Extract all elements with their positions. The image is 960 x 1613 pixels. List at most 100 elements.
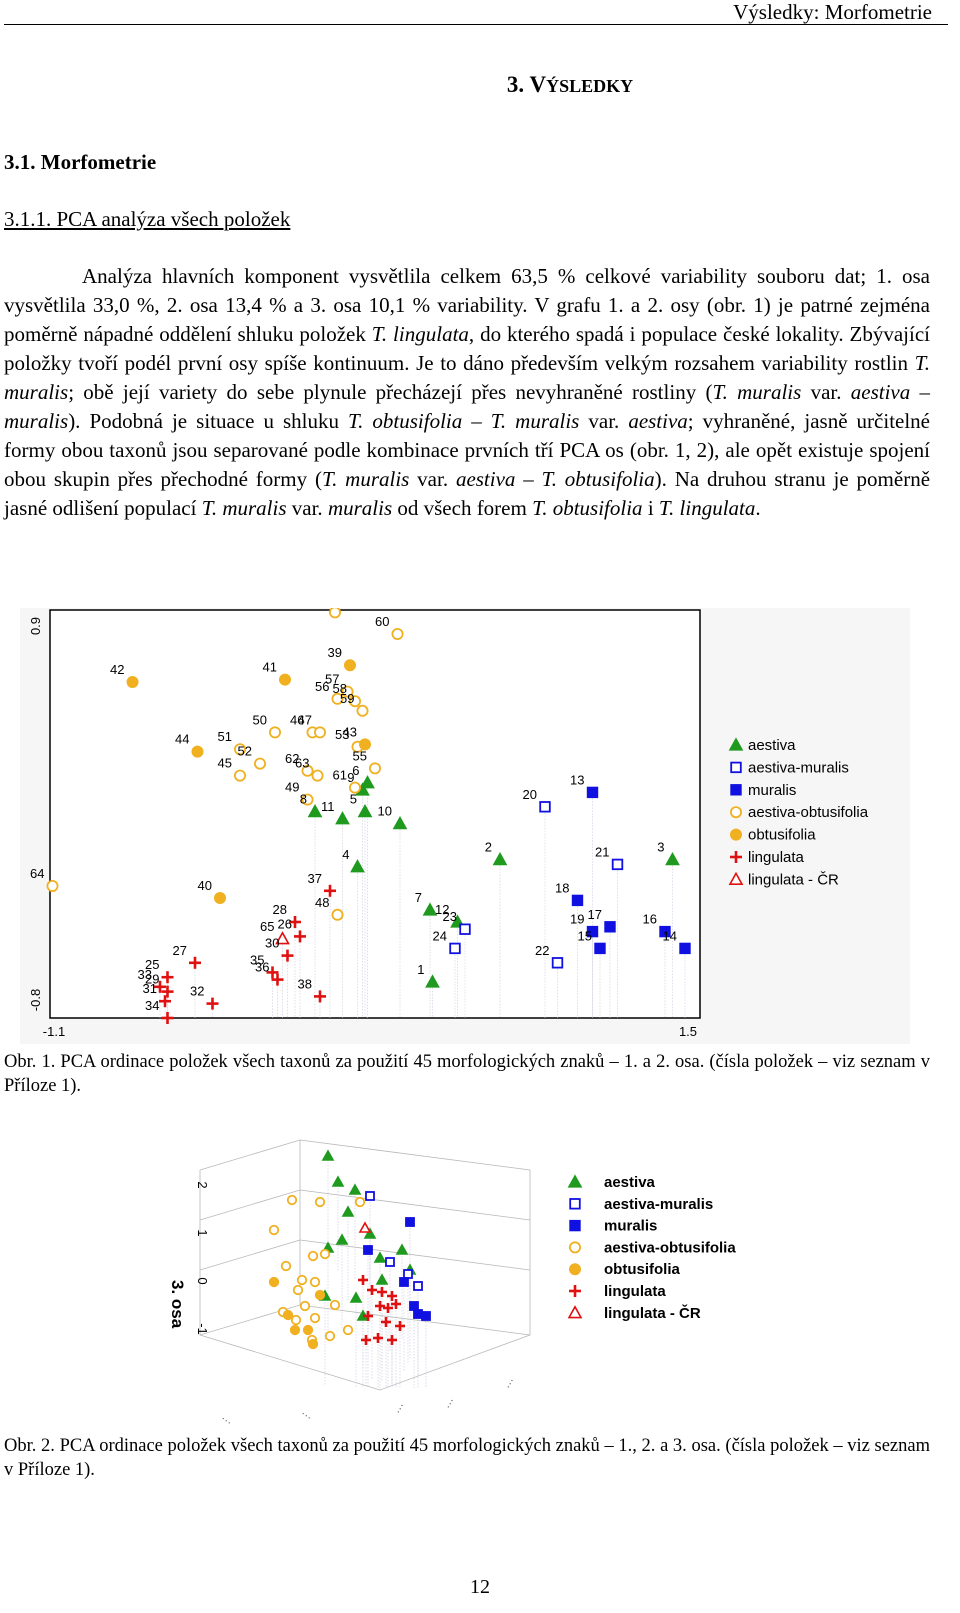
3d-point-cross-0 (358, 1275, 368, 1285)
point-aestiva-obtusifolia-63 (311, 769, 324, 782)
figure-2-caption: Obr. 2. PCA ordinace položek všech taxon… (4, 1436, 930, 1480)
point-muralis-16 (659, 925, 671, 938)
3d-point-open-circle-1 (314, 1196, 326, 1208)
point-muralis-18 (571, 894, 584, 907)
3d-point-cross-8 (361, 1335, 371, 1345)
point-label: 42 (110, 662, 124, 677)
point-label: 1 (417, 962, 424, 977)
point-aestiva-4 (350, 859, 365, 873)
point-aestiva-obtusifolia-61 (348, 781, 361, 794)
point-label: 21 (595, 844, 609, 859)
point-labels: 12 34567891011122021222324131415161718194… (30, 614, 677, 1013)
3d-point-filled-circle-3 (302, 1324, 314, 1336)
point-aestiva-obtusifolia-50 (268, 726, 281, 739)
3d-point-filled-triangle-13 (395, 1243, 409, 1255)
point-label: 18 (555, 880, 569, 895)
legend-label: muralis (748, 782, 796, 799)
point-lingulata-33 (154, 980, 166, 993)
body-text-run: ; vyhraněné, jasně určitelné formy obou … (4, 409, 931, 491)
legend: aestiva aestiva-muralis muralis aestiva-obt… (728, 737, 869, 888)
3d-point-filled-square-0 (405, 1217, 415, 1227)
point-aestiva-2 (492, 851, 508, 866)
point-label: 58 (333, 681, 347, 696)
3d-point-cross-3 (387, 1291, 397, 1301)
3d-point-cross-10 (395, 1321, 405, 1331)
header-rule (4, 24, 948, 25)
3d-point-filled-triangle-0 (321, 1149, 335, 1161)
legend-marker (730, 784, 742, 796)
body-text-run: var. (579, 409, 629, 433)
chapter-first-letter: V (529, 72, 547, 97)
3d-point-open-circle-4 (319, 1248, 331, 1260)
3d-point-filled-square-3 (409, 1301, 419, 1311)
3d-point-open-circle-8 (292, 1284, 304, 1296)
point-label: 53 (335, 727, 349, 742)
point-label: 14 (663, 928, 677, 943)
taxon-name: aestiva – muralis (4, 380, 931, 433)
body-paragraph: Analýza hlavních komponent vysvětlila ce… (4, 262, 930, 523)
subsection-title: 3.1.1. PCA analýza všech položek (4, 207, 291, 231)
3d-point-open-square-3 (413, 1281, 423, 1291)
point-label: 52 (238, 744, 252, 759)
grid-line (199, 1189, 301, 1221)
x-tick-label: -1.1 (43, 1024, 65, 1039)
point-label: 62 (285, 751, 299, 766)
point-label: 48 (315, 895, 329, 910)
y-tick-label: ··· (442, 1396, 458, 1412)
taxon-name: T. muralis (201, 496, 287, 520)
legend-label: aestiva-obtusifolia (748, 804, 869, 821)
point-label: 35 (250, 952, 264, 967)
chapter-rest: ÝSLEDKY (546, 76, 634, 96)
point-lingulata-27 (189, 956, 201, 969)
point-obtusifolia-42 (126, 676, 139, 689)
3d-point-open-circle-13 (329, 1299, 341, 1311)
point-label: 49 (285, 780, 299, 795)
point-label: 13 (570, 772, 584, 787)
3d-point-open-square-0 (365, 1191, 375, 1201)
legend-label: aestiva-muralis (604, 1196, 713, 1213)
point-label: 39 (328, 645, 342, 660)
point-lingulata-34 (161, 1012, 174, 1024)
point-lingulata-32 (206, 997, 219, 1010)
grid-line (299, 1189, 531, 1221)
legend-marker (730, 761, 742, 774)
point-label: 33 (138, 967, 152, 982)
point-label: 24 (433, 928, 447, 943)
point-aestiva-obtusifolia-57 (341, 685, 354, 698)
point-label: 45 (218, 756, 232, 771)
3d-point-open-square-2 (403, 1269, 413, 1279)
point-label: 47 (298, 712, 312, 727)
3d-point-open-circle-16 (324, 1330, 336, 1342)
point-aestiva-obtusifolia-56 (331, 692, 344, 705)
y-tick-label: ··· (502, 1376, 518, 1392)
legend-label: lingulata - ČR (748, 871, 839, 888)
point-label: 56 (315, 679, 329, 694)
point-muralis-17 (604, 921, 616, 933)
3d-point-filled-triangle-4 (335, 1233, 349, 1245)
plot-frame (49, 609, 701, 1019)
point-label: 15 (578, 928, 592, 943)
point-label: 4 (342, 847, 349, 862)
point-aestiva-5 (357, 803, 373, 818)
3d-point-open-circle-11 (299, 1300, 311, 1312)
z-axis-ticks: 2 1 0 -1 (195, 1181, 210, 1334)
legend-marker (568, 1263, 581, 1276)
3d-point-cross-11 (387, 1335, 397, 1345)
legend-label: aestiva (748, 737, 796, 754)
point-aestiva-obtusifolia-48 (331, 908, 344, 921)
scatter-points (268, 1149, 431, 1350)
point-label: 17 (588, 907, 602, 922)
point-label: 23 (443, 909, 457, 924)
point-aestiva-11 (335, 811, 350, 825)
3d-point-filled-circle-1 (282, 1309, 294, 1321)
legend-marker (569, 1219, 581, 1232)
point-aestiva-8 (307, 803, 323, 818)
point-aestiva-obtusifolia-47 (313, 726, 326, 739)
x-axis-tick-labels-illegible: ··· ··· ··· ··· ··· (218, 1376, 518, 1429)
3d-point-open-circle-10 (290, 1314, 302, 1326)
point-label: 8 (300, 792, 307, 807)
point-label: 61 (333, 768, 347, 783)
3d-point-cross-5 (375, 1301, 385, 1311)
point-muralis-14 (679, 942, 691, 955)
body-text-run: Analýza hlavních komponent vysvětlila ce… (4, 264, 930, 346)
